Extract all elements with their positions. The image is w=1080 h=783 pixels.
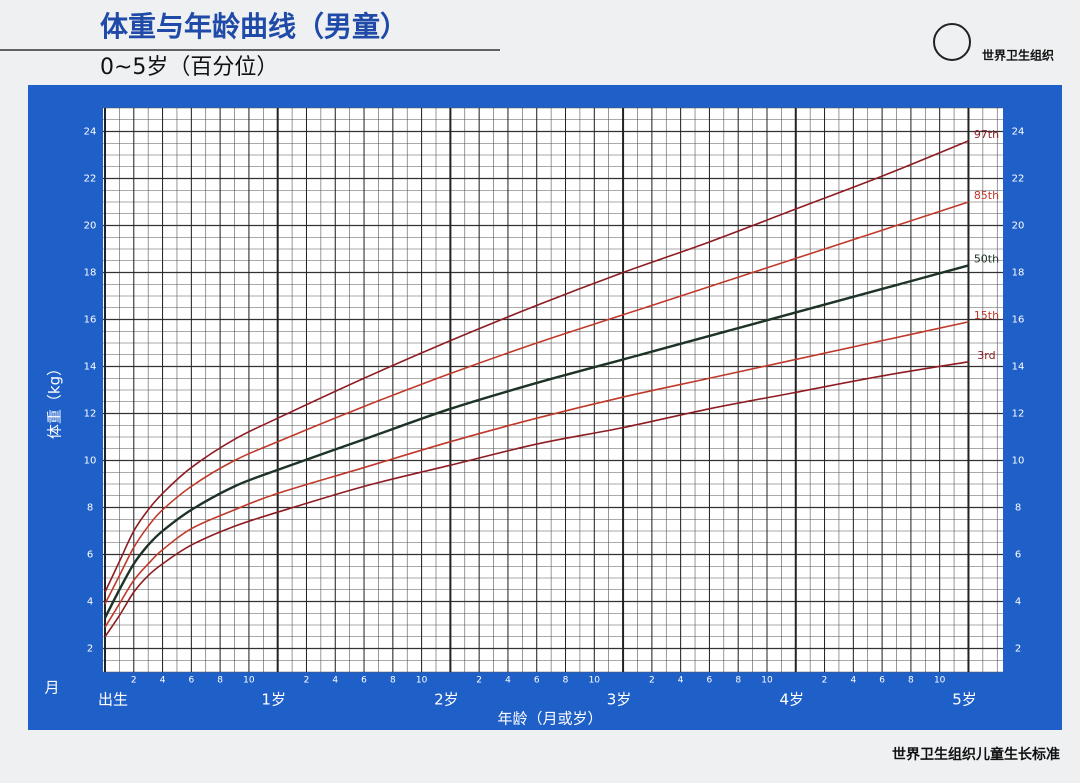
x-tick-label-major: 1岁 xyxy=(261,691,286,709)
x-tick-label: 10 xyxy=(934,676,946,686)
y-tick-label: 4 xyxy=(87,597,93,608)
y-tick-label-right: 8 xyxy=(1015,503,1021,514)
x-tick-label: 10 xyxy=(243,676,255,686)
y-tick-label-right: 18 xyxy=(1012,268,1025,279)
y-tick-label: 16 xyxy=(84,315,97,326)
y-tick-label-right: 4 xyxy=(1015,597,1021,608)
series-label: 97th xyxy=(974,128,999,141)
who-logo xyxy=(933,23,971,61)
y-tick-label-right: 22 xyxy=(1012,174,1025,185)
x-tick-label: 2 xyxy=(131,676,137,686)
y-tick-label: 24 xyxy=(84,127,97,138)
x-tick-label: 8 xyxy=(390,676,396,686)
series-label: 15th xyxy=(974,309,999,322)
y-tick-label-right: 10 xyxy=(1012,456,1025,467)
x-unit-label: 月 xyxy=(44,679,59,697)
y-tick-label: 18 xyxy=(84,268,97,279)
footer: 世界卫生组织儿童生长标准 xyxy=(892,746,1060,763)
chart-subtitle: 0~5岁（百分位） xyxy=(100,55,278,80)
y-tick-label-right: 24 xyxy=(1012,127,1025,138)
y-tick-label: 14 xyxy=(84,362,97,373)
x-tick-label: 8 xyxy=(735,676,741,686)
x-tick-label: 4 xyxy=(160,676,166,686)
series-label: 50th xyxy=(974,252,999,265)
y-tick-label: 2 xyxy=(87,644,93,655)
x-tick-label: 6 xyxy=(188,676,194,686)
x-tick-label: 4 xyxy=(505,676,511,686)
x-tick-label: 6 xyxy=(361,676,367,686)
y-tick-label-right: 12 xyxy=(1012,409,1025,420)
x-tick-label: 10 xyxy=(761,676,773,686)
y-tick-label-right: 2 xyxy=(1015,644,1021,655)
y-tick-label-right: 20 xyxy=(1012,221,1025,232)
x-tick-label: 6 xyxy=(534,676,540,686)
x-tick-label: 6 xyxy=(879,676,885,686)
x-tick-label: 8 xyxy=(563,676,569,686)
y-tick-label-right: 6 xyxy=(1015,550,1021,561)
y-tick-label: 22 xyxy=(84,174,97,185)
x-tick-label: 4 xyxy=(678,676,684,686)
y-tick-label-right: 16 xyxy=(1012,315,1025,326)
y-tick-label: 20 xyxy=(84,221,97,232)
y-axis-label: 体重（kg） xyxy=(46,361,64,439)
x-tick-label-major: 5岁 xyxy=(952,691,977,709)
percentile-line xyxy=(104,140,969,593)
organization: 世界卫生组织 xyxy=(982,48,1054,63)
x-tick-label: 2 xyxy=(822,676,828,686)
x-tick-label: 10 xyxy=(589,676,601,686)
series-label: 3rd xyxy=(977,349,995,362)
y-tick-label: 12 xyxy=(84,409,97,420)
x-tick-label: 2 xyxy=(476,676,482,686)
x-tick-label-major: 3岁 xyxy=(607,691,632,709)
percentile-line xyxy=(104,201,969,605)
x-tick-label-major: 4岁 xyxy=(779,691,804,709)
x-tick-label: 8 xyxy=(908,676,914,686)
chart-title: 体重与年龄曲线（男童） xyxy=(100,10,408,43)
percentile-line xyxy=(103,264,969,619)
y-tick-label: 8 xyxy=(87,503,93,514)
x-tick-label: 2 xyxy=(304,676,310,686)
x-tick-label: 2 xyxy=(649,676,655,686)
x-axis-label: 年龄（月或岁） xyxy=(497,710,602,728)
y-tick-label: 10 xyxy=(84,456,97,467)
x-tick-label-major: 出生 xyxy=(98,691,128,709)
percentile-line xyxy=(104,321,969,628)
y-tick-label: 6 xyxy=(87,550,93,561)
percentile-line xyxy=(104,361,969,638)
series-label: 85th xyxy=(974,189,999,202)
x-tick-label: 4 xyxy=(850,676,856,686)
x-tick-label: 6 xyxy=(707,676,713,686)
x-tick-label-major: 2岁 xyxy=(434,691,459,709)
x-tick-label: 10 xyxy=(416,676,428,686)
x-tick-label: 4 xyxy=(332,676,338,686)
y-tick-label-right: 14 xyxy=(1012,362,1025,373)
x-tick-label: 8 xyxy=(217,676,223,686)
